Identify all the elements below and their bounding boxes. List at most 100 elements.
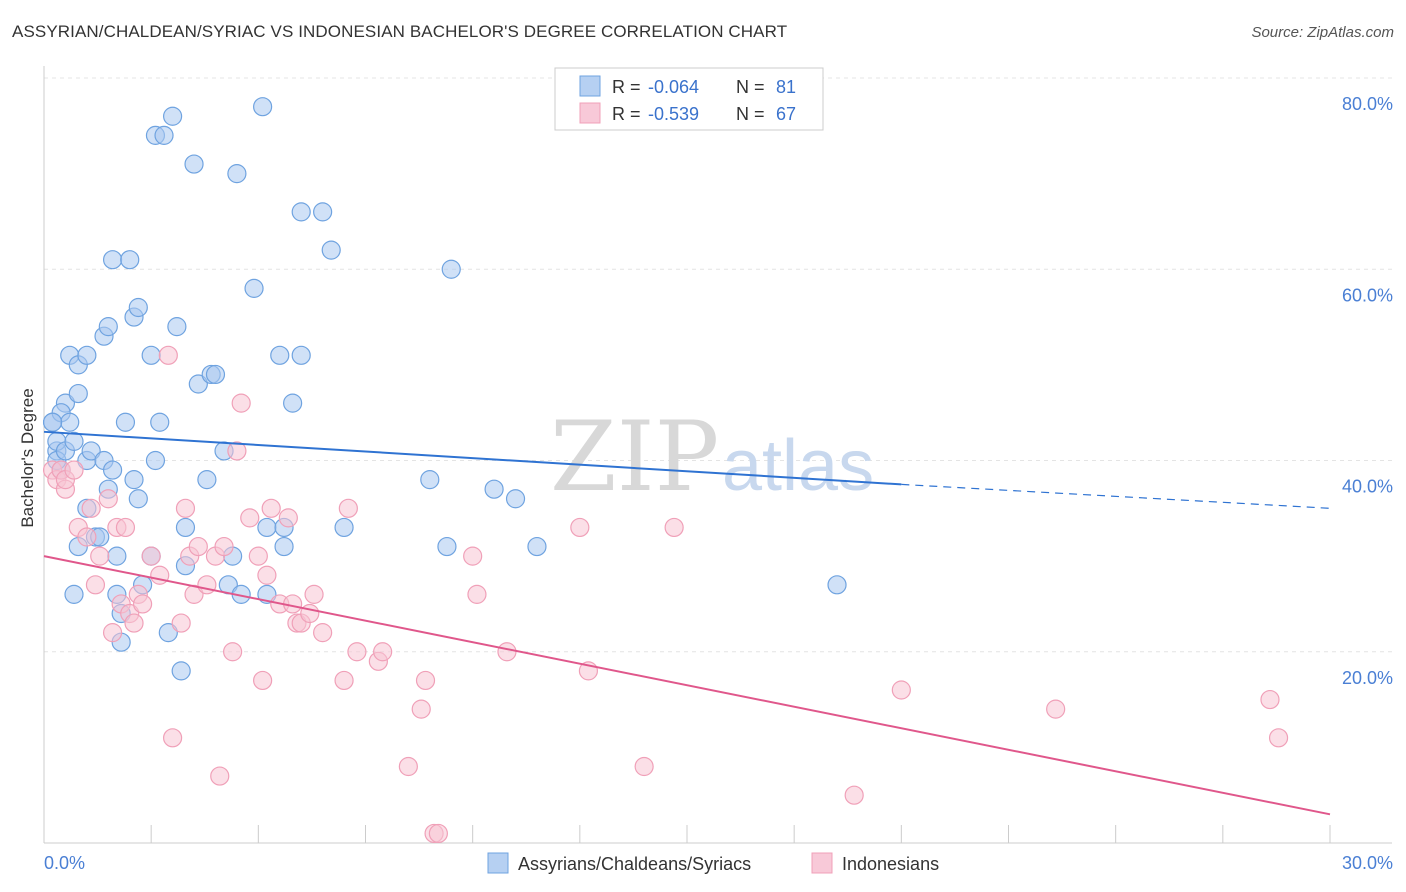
assyrian-point [257,517,277,538]
assyrian-point [175,517,196,538]
indonesian-point [891,680,911,700]
assyrian-point [102,250,123,270]
axes: 20.0% 40.0% 60.0% 80.0% 0.0% 30.0% [43,66,1393,873]
legend-r-value-1: -0.539 [648,104,699,124]
indonesian-point [77,527,97,547]
assyrian-point [68,383,88,404]
indonesian-point [257,565,277,585]
indonesian-point [1046,699,1066,719]
assyrian-trend-line [43,430,902,486]
x-tick-label: 0.0% [44,853,85,873]
assyrian-point [167,317,187,337]
assyrian-point [102,460,123,480]
assyrian-point [120,250,140,270]
indonesian-point [338,498,358,518]
assyrian-point [227,164,247,184]
assyrian-point [270,345,290,365]
assyrian-point [158,623,178,643]
indonesian-point [398,756,418,777]
indonesian-point [188,536,208,557]
y-tick-label: 80.0% [1342,94,1393,114]
legend-swatch-indonesian [579,102,601,124]
assyrian-point [274,536,294,557]
indonesian-point [98,489,118,509]
assyrian-point [313,202,333,222]
assyrian-point [42,412,63,432]
indonesian-point [115,517,136,538]
indonesian-point [141,546,161,566]
legend-r-label-0: R = [612,77,641,97]
chart-title: ASSYRIAN/CHALDEAN/SYRIAC VS INDONESIAN B… [12,22,788,41]
assyrian-point [64,584,84,604]
assyrian-point [257,584,277,604]
indonesian-point [304,584,324,604]
indonesian-point [231,393,251,413]
assyrian-point [188,374,208,394]
indonesian-point [253,670,273,691]
indonesian-point [570,517,590,538]
bottom-legend-swatch-indonesian [811,852,833,874]
indonesian-point [313,623,333,643]
legend-n-label-0: N = [736,77,765,97]
indonesian-point [171,613,191,633]
indonesian-point [124,613,144,633]
legend-stats-box: R = -0.064 N = 81 R = -0.539 N = 67 [554,67,824,131]
indonesian-point [428,823,448,844]
assyrian-point [77,345,97,365]
assyrian-point [253,97,273,117]
indonesian-trend-line [43,555,1331,816]
indonesian-point [102,623,123,643]
y-tick-label: 60.0% [1342,285,1393,305]
indonesian-point [64,460,84,480]
assyrian-point [283,393,303,413]
assyrian-point [437,536,457,557]
indonesian-point [463,546,483,566]
assyrian-point [107,546,127,566]
indonesian-point [634,756,654,777]
legend-r-value-0: -0.064 [648,77,699,97]
legend-n-value-1: 67 [776,104,796,124]
assyrian-point [163,106,183,126]
assyrian-point [60,412,80,432]
assyrian-point [484,479,504,499]
indonesian-point [175,498,196,518]
assyrian-point [81,441,101,461]
indonesian-point [163,728,183,748]
legend-swatch-assyrian [579,75,601,97]
indonesian-point [1268,728,1289,748]
assyrian-point [128,297,148,318]
indonesian-point [664,517,684,538]
assyrian-point [420,470,440,490]
indonesian-point [334,670,354,691]
source-label: Source: ZipAtlas.com [1251,24,1394,41]
indonesian-point [261,498,281,518]
indonesian-point [85,575,106,595]
indonesian-point [373,642,393,662]
y-axis-label: Bachelor's Degree [18,388,37,527]
indonesian-point [278,508,298,528]
indonesian-point [227,441,247,461]
indonesian-point [240,508,260,528]
indonesian-point [347,642,367,662]
indonesian-point [415,670,436,691]
y-tick-label: 40.0% [1342,477,1393,497]
indonesian-point [210,766,230,786]
indonesian-point [467,584,487,604]
indonesian-point [214,536,234,557]
watermark-zip: ZIP [550,401,719,513]
indonesian-point [81,498,101,518]
assyrian-point [145,450,166,471]
assyrian-point [184,154,204,174]
y-tick-label: 20.0% [1342,668,1393,688]
indonesian-point [248,546,268,566]
legend-n-value-0: 81 [776,77,796,97]
assyrian-point [115,412,136,432]
indonesian-point [1260,689,1280,710]
assyrian-point [291,345,311,365]
assyrian-point [64,431,84,451]
assyrian-point [154,125,174,145]
legend-r-label-1: R = [612,104,641,124]
assyrian-point [321,240,341,260]
x-tick-label: 30.0% [1342,853,1393,873]
